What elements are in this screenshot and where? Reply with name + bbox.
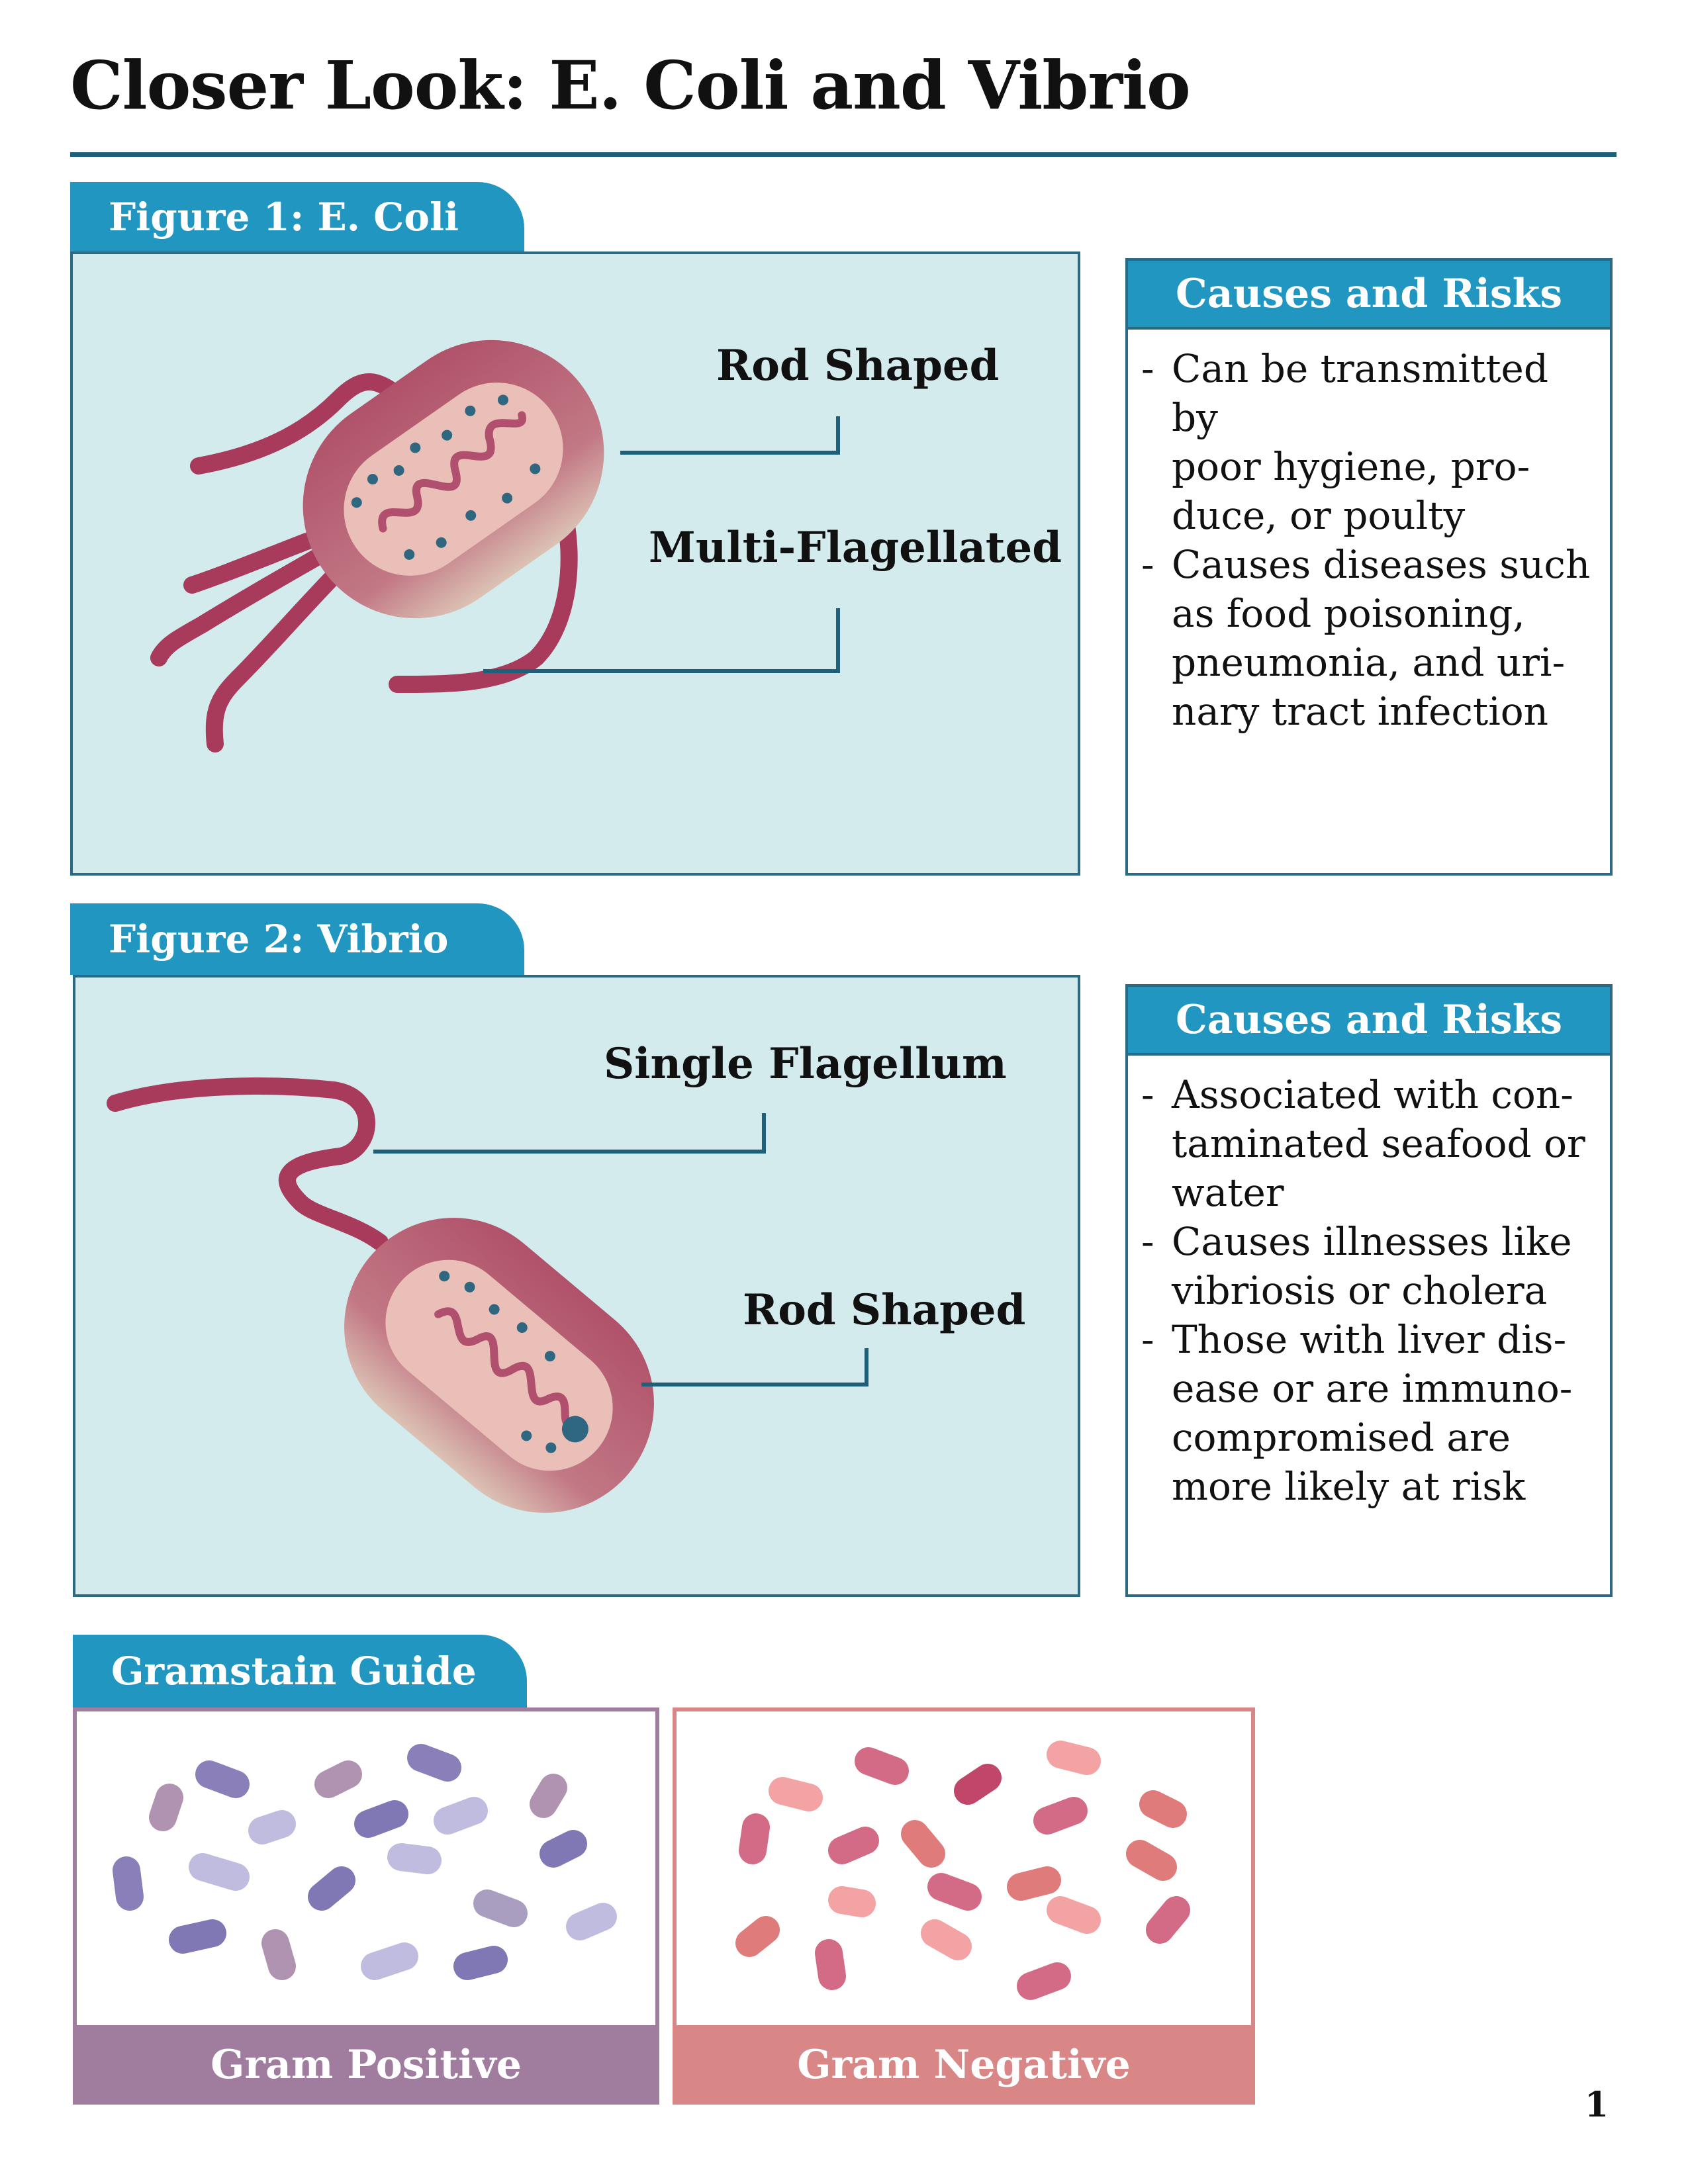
gram-negative-panel: Gram Negative [673,1707,1255,2105]
vibrio-illustration [107,1077,868,1513]
vibrio-body [344,1218,654,1513]
ecoli-flagella [150,373,578,752]
figure2-causes-title: Causes and Risks [1128,987,1610,1056]
gram-positive-label: Gram Positive [73,2025,659,2105]
figure2-panel [73,975,1080,1597]
list-item: Those with liver dis-ease or are immuno-… [1141,1315,1598,1511]
label-multi-flagellated: Multi-Flagellated [649,523,1062,572]
gramstain-tab: Gramstain Guide [73,1635,527,1707]
figure1-causes-panel: Causes and Risks Can be transmitted bypo… [1125,258,1613,876]
rod-shaped-leader [620,416,840,455]
figure1-panel [70,251,1080,876]
figure2-causes-list: Associated with con-taminated seafood or… [1128,1056,1610,1511]
flagellum-leader [373,1113,766,1154]
ecoli-body [303,340,604,619]
figure2-tab: Figure 2: Vibrio [70,903,524,975]
gram-positive-bacteria [113,1744,617,1980]
ecoli-illustration [150,340,840,752]
gram-negative-label: Gram Negative [673,2025,1255,2105]
gram-positive-panel: Gram Positive [73,1707,659,2105]
gram-negative-bacteria [735,1741,1190,2000]
page-title: Closer Look: E. Coli and Vibrio [70,46,1191,124]
vibrio-flagellum [107,1077,389,1251]
label-rod-shaped-2: Rod Shaped [743,1285,1026,1335]
figure1-tab: Figure 1: E. Coli [70,182,524,251]
page-number: 1 [1584,2085,1609,2125]
label-single-flagellum: Single Flagellum [604,1039,1007,1089]
label-rod-shaped: Rod Shaped [716,341,1000,390]
flagella-leader [483,608,840,673]
list-item: Associated with con-taminated seafood or… [1141,1070,1598,1217]
vibrio-rod-leader [641,1348,868,1387]
title-divider [70,152,1617,157]
figure1-causes-title: Causes and Risks [1128,261,1610,330]
figure2-causes-panel: Causes and Risks Associated with con-tam… [1125,984,1613,1597]
